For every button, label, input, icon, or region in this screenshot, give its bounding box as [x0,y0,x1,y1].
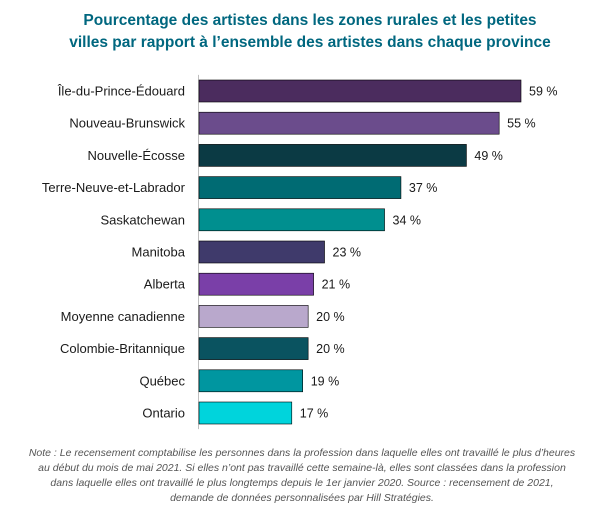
data-label: 20 % [316,342,345,356]
data-label: 55 % [507,117,536,131]
bar [198,337,309,360]
bar [198,369,303,393]
bar [198,144,467,167]
bar [198,401,293,425]
data-label: 21 % [322,278,351,292]
bar [198,79,522,103]
chart-note: Note : Le recensement comptabilise les p… [28,447,576,504]
category-label: Île-du-Prince-Édouard [57,84,185,99]
bar [198,305,309,328]
category-label: Nouveau-Brunswick [69,116,185,131]
category-label: Nouvelle-Écosse [87,148,185,163]
bar-plot: Île-du-Prince-Édouard 59 % Nouveau-Brunswi… [42,74,558,430]
data-label: 17 % [300,407,329,421]
data-label: 19 % [311,374,340,388]
category-label: Alberta [144,277,186,292]
category-label: Ontario [142,406,185,421]
bar [198,111,500,135]
data-label: 34 % [393,213,422,227]
bar [198,176,402,199]
data-label: 20 % [316,310,345,324]
category-label: Moyenne canadienne [61,309,185,324]
data-label: 49 % [474,149,503,163]
data-label: 23 % [333,246,362,260]
category-label: Québec [139,373,185,388]
chart-title: Pourcentage des artistes dans les zones … [40,10,580,54]
category-label: Manitoba [132,245,186,260]
category-label: Colombie-Britannique [60,341,185,356]
chart-title-line-2: villes par rapport à l’ensemble des arti… [69,34,551,51]
bar [198,208,385,232]
bar [198,272,314,296]
category-label: Saskatchewan [100,212,185,227]
data-label: 59 % [529,85,558,99]
chart-title-line-1: Pourcentage des artistes dans les zones … [83,12,537,29]
bar [198,240,325,264]
data-label: 37 % [409,181,438,195]
category-label: Terre-Neuve-et-Labrador [42,180,186,195]
